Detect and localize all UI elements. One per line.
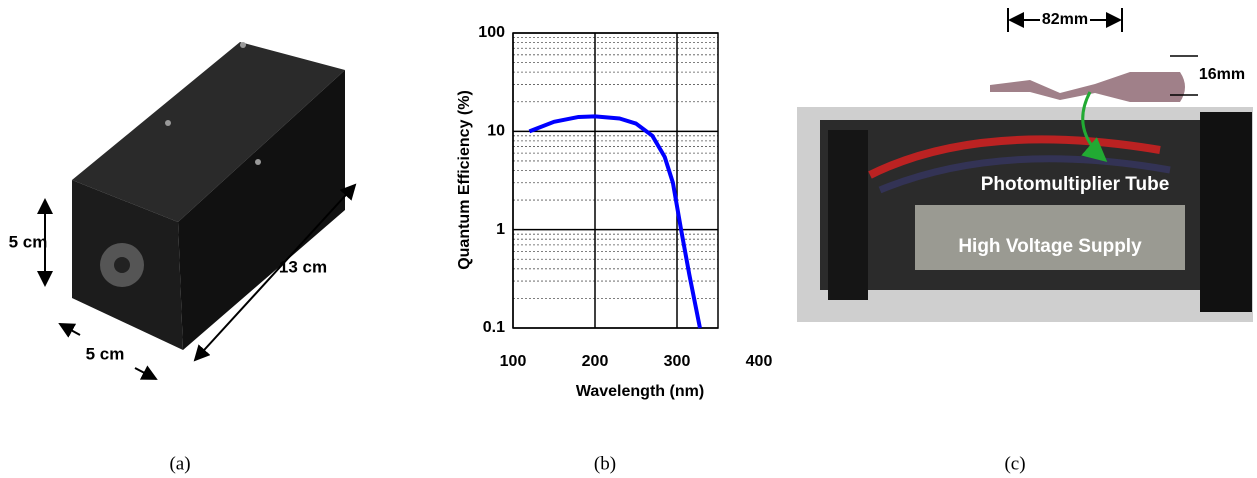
plot-area bbox=[513, 33, 718, 328]
height-label: 5 cm bbox=[9, 232, 48, 251]
chart: 0.1 1 10 100 100 200 300 400 bbox=[478, 24, 772, 370]
data-line bbox=[528, 114, 702, 329]
instrument-photo bbox=[797, 107, 1253, 322]
x-tick-label: 400 bbox=[746, 353, 773, 370]
length-label: 82mm bbox=[1042, 11, 1088, 28]
y-tick-label: 10 bbox=[487, 123, 505, 140]
x-tick-label: 300 bbox=[664, 353, 691, 370]
caption: (a) bbox=[169, 453, 190, 474]
length-label: 13 cm bbox=[279, 257, 327, 276]
x-tick-label: 100 bbox=[500, 353, 527, 370]
tube-image bbox=[990, 72, 1185, 102]
supply-label: High Voltage Supply bbox=[958, 236, 1142, 257]
tube-label: Photomultiplier Tube bbox=[981, 174, 1170, 195]
x-axis-label: Wavelength (nm) bbox=[576, 383, 704, 400]
x-tick-label: 200 bbox=[582, 353, 609, 370]
width-label: 5 cm bbox=[86, 344, 125, 363]
caption: (b) bbox=[594, 453, 616, 474]
caption: (c) bbox=[1004, 453, 1025, 474]
pointer-arrow bbox=[1081, 91, 1108, 162]
diameter-label: 16mm bbox=[1199, 66, 1245, 83]
arrow bbox=[58, 323, 81, 338]
y-tick-label: 1 bbox=[496, 221, 505, 238]
box-photo bbox=[72, 42, 345, 350]
y-tick-label: 0.1 bbox=[483, 319, 505, 336]
arrow bbox=[134, 365, 158, 380]
y-axis-label: Quantum Efficiency (%) bbox=[456, 90, 473, 270]
arrow bbox=[193, 183, 357, 362]
y-tick-label: 100 bbox=[478, 24, 505, 41]
plot-frame bbox=[512, 32, 719, 329]
